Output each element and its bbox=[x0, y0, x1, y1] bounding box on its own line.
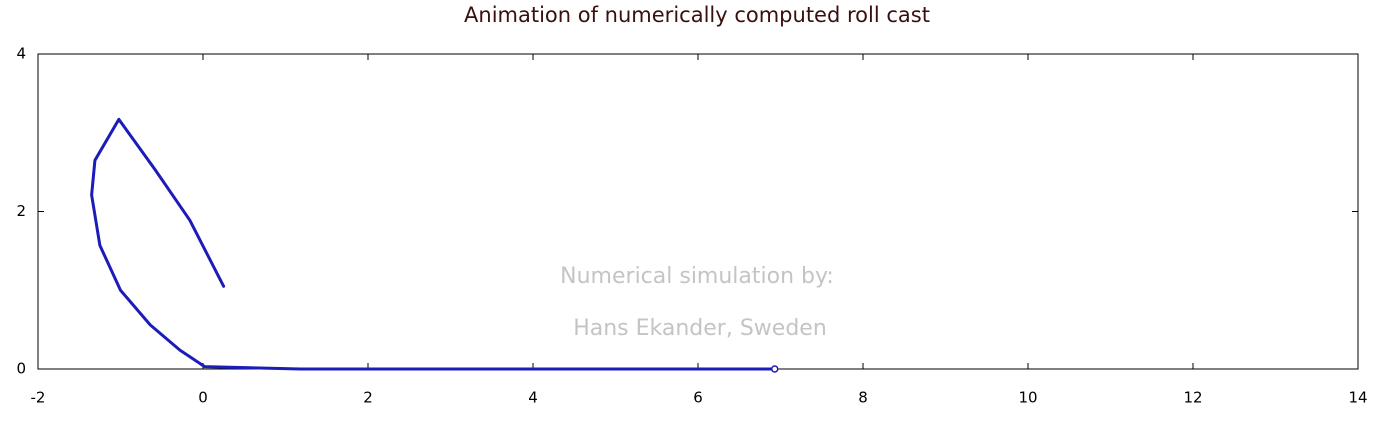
y-tick-label: 2 bbox=[16, 202, 26, 220]
chart-title: Animation of numerically computed roll c… bbox=[464, 3, 930, 27]
x-tick-label: 0 bbox=[198, 389, 208, 407]
annotation: Hans Ekander, Sweden bbox=[573, 316, 827, 341]
x-tick-label: 8 bbox=[858, 389, 868, 407]
end-marker bbox=[770, 365, 779, 373]
line bbox=[90, 117, 777, 371]
x-tick-label: 2 bbox=[363, 389, 373, 407]
x-tick-label: 6 bbox=[693, 389, 703, 407]
x-tick-label: 10 bbox=[1018, 389, 1037, 407]
annotation: Numerical simulation by: bbox=[560, 264, 834, 289]
y-tick-label: 4 bbox=[16, 45, 26, 63]
x-tick-label: 12 bbox=[1183, 389, 1202, 407]
y-tick-label: 0 bbox=[16, 360, 26, 378]
x-tick-label: 4 bbox=[528, 389, 538, 407]
x-tick-label: 14 bbox=[1348, 389, 1367, 407]
x-tick-label: -2 bbox=[31, 389, 46, 407]
